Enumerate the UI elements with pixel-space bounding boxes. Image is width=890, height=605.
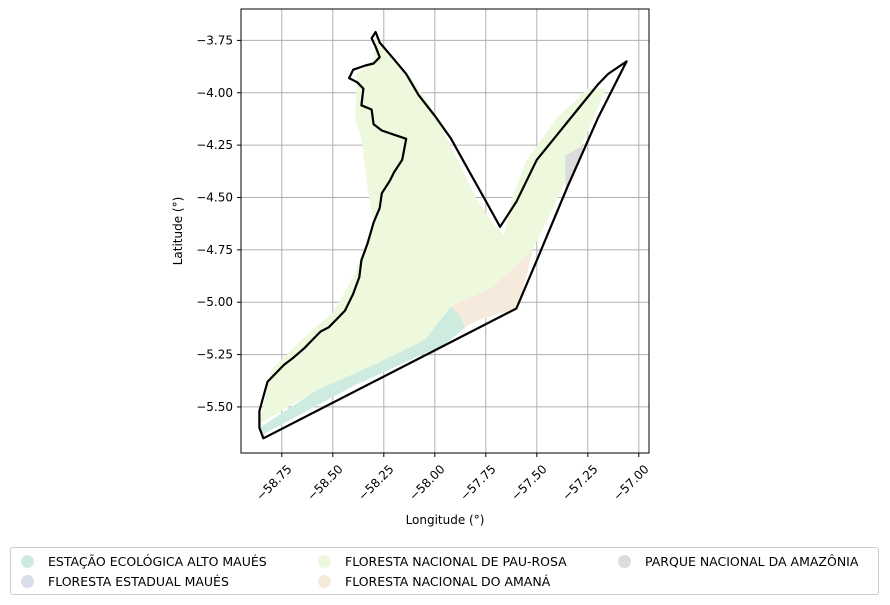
x-tick-label: −57.25 xyxy=(559,462,600,503)
y-tick-label: −3.75 xyxy=(196,33,233,47)
y-tick-label: −5.00 xyxy=(196,295,233,309)
legend-item-floresta-nacional-pau-rosa: FLORESTA NACIONAL DE PAU-ROSA xyxy=(318,554,567,569)
y-tick-label: −4.75 xyxy=(196,243,233,257)
region-floresta-nacional-de-pau-rosa xyxy=(259,38,607,424)
legend-label: PARQUE NACIONAL DA AMAZÔNIA xyxy=(645,554,859,569)
x-tick-label: −57.75 xyxy=(457,462,498,503)
legend-item-parque-nacional-amazonia: PARQUE NACIONAL DA AMAZÔNIA xyxy=(618,554,858,569)
x-axis-ticks: −58.75 −58.50 −58.25 −58.00 −57.75 −57.50 −57.… xyxy=(253,453,652,503)
x-tick-label: −58.50 xyxy=(304,462,345,503)
y-axis-ticks: −3.75 −4.00 −4.25 −4.50 −4.75 −5.00 −5.25 −5.50 xyxy=(196,33,241,414)
y-tick-label: −5.25 xyxy=(196,348,233,362)
legend-label: FLORESTA NACIONAL DE PAU-ROSA xyxy=(345,554,567,569)
legend-marker-icon xyxy=(21,555,34,568)
legend-marker-icon xyxy=(618,555,631,568)
x-tick-label: −57.00 xyxy=(610,462,651,503)
legend-label: FLORESTA NACIONAL DO AMANÁ xyxy=(345,574,551,589)
legend-marker-icon xyxy=(318,575,331,588)
x-tick-label: −58.75 xyxy=(253,462,294,503)
legend-marker-icon xyxy=(21,575,34,588)
x-tick-label: −58.25 xyxy=(355,462,396,503)
x-axis-title: Longitude (°) xyxy=(406,513,485,527)
y-axis-title: Latitude (°) xyxy=(171,197,185,266)
x-tick-label: −57.50 xyxy=(508,462,549,503)
plot-frame xyxy=(240,8,650,454)
y-tick-label: −4.00 xyxy=(196,86,233,100)
x-tick-label: −58.00 xyxy=(406,462,447,503)
legend-label: ESTAÇÃO ECOLÓGICA ALTO MAUÉS xyxy=(48,554,267,569)
y-tick-label: −4.25 xyxy=(196,138,233,152)
region-floresta-nacional-do-amana xyxy=(451,249,533,328)
y-tick-label: −5.50 xyxy=(196,400,233,414)
legend-item-floresta-estadual-maues: FLORESTA ESTADUAL MAUÉS xyxy=(21,574,229,589)
legend-label: FLORESTA ESTADUAL MAUÉS xyxy=(48,574,229,589)
region-estacao-ecologica-alto-maues xyxy=(259,306,466,435)
legend-item-estacao-ecologica-alto-maues: ESTAÇÃO ECOLÓGICA ALTO MAUÉS xyxy=(21,554,267,569)
legend-marker-icon xyxy=(318,555,331,568)
protected-areas xyxy=(259,36,607,435)
municipality-boundary xyxy=(258,30,628,440)
legend-item-floresta-nacional-amana: FLORESTA NACIONAL DO AMANÁ xyxy=(318,574,550,589)
y-tick-label: −4.50 xyxy=(196,190,233,204)
legend: ESTAÇÃO ECOLÓGICA ALTO MAUÉS FLORESTA ES… xyxy=(10,547,879,595)
boundary-outline xyxy=(258,30,628,440)
